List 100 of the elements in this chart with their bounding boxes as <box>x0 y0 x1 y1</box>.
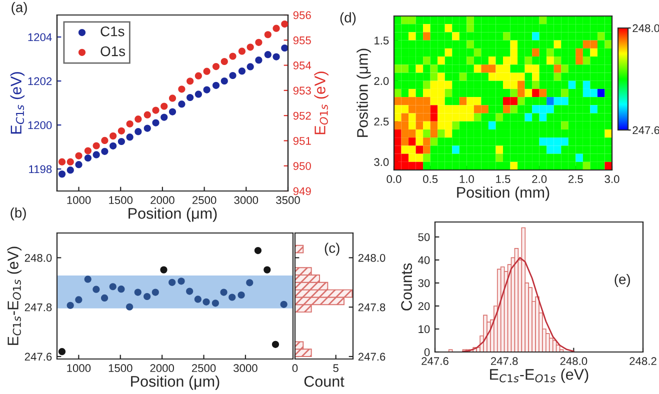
x-tick-label: 5 <box>333 364 338 372</box>
text: (d) <box>340 12 356 26</box>
point <box>212 63 220 70</box>
point <box>92 151 100 158</box>
point <box>186 94 194 102</box>
y-tick-label: 1202 <box>28 77 52 86</box>
x-tick-label: 2500 <box>192 196 216 204</box>
point <box>160 114 168 121</box>
legend-label: C1s <box>100 26 124 36</box>
x-tick-label: 248.2 <box>630 357 656 366</box>
y-axis-title: E$_{C1s}$-E$_{O1s}$ (eV) <box>7 246 22 345</box>
y-tick-label: 3.0 <box>374 158 389 166</box>
color-bar-label: 247.6 <box>632 126 659 134</box>
point <box>84 276 92 283</box>
y-tick-label: 10 <box>418 325 430 334</box>
x-axis-title: Position (μm) <box>128 208 217 222</box>
point <box>160 266 168 274</box>
y-tick-label: 1200 <box>28 121 52 130</box>
point <box>255 38 262 46</box>
point <box>126 303 134 310</box>
point <box>178 278 185 285</box>
point <box>66 158 74 166</box>
x-tick-label: 247.8 <box>490 357 518 366</box>
point <box>186 288 194 295</box>
x-tick-label: 2.0 <box>532 175 547 184</box>
point <box>118 286 125 293</box>
point <box>152 119 160 126</box>
y-tick-label: 20 <box>418 302 430 310</box>
point <box>58 170 66 178</box>
point <box>264 31 272 38</box>
y2-tick-label: 955 <box>293 36 311 44</box>
y2-tick-label: 951 <box>293 136 311 145</box>
point <box>66 302 74 309</box>
point <box>66 166 74 174</box>
y2-tick-label: 953 <box>293 86 311 95</box>
point <box>246 63 254 70</box>
y-axis-title: Counts <box>401 263 412 310</box>
x-tick-label: 3000 <box>234 364 258 372</box>
point <box>118 138 125 146</box>
point <box>84 147 92 154</box>
x-tick-label: 3000 <box>234 196 258 204</box>
point <box>110 142 117 150</box>
y2-tick-label: 949 <box>293 187 311 196</box>
point <box>144 124 151 132</box>
point <box>212 82 220 89</box>
point <box>229 52 236 60</box>
point <box>281 20 288 28</box>
point <box>168 108 176 116</box>
text: (b) <box>10 207 26 220</box>
y-tick-label: 1.5 <box>374 36 389 44</box>
y-axis-title: Position (μm) <box>356 48 371 137</box>
point <box>134 128 142 136</box>
y-axis-title: E$_{C1s}$ (eV) <box>10 72 25 134</box>
x-tick-label: 1000 <box>67 196 91 204</box>
point <box>110 132 117 140</box>
point <box>144 292 151 300</box>
point <box>254 247 262 254</box>
point <box>280 300 288 308</box>
x-tick-label: 248.0 <box>560 357 588 366</box>
y-tick-label: 2.5 <box>374 118 389 126</box>
point <box>101 148 108 155</box>
point <box>246 44 254 51</box>
point <box>203 68 210 75</box>
point <box>212 300 219 307</box>
x-tick-label: 1500 <box>108 364 132 372</box>
point <box>160 102 168 110</box>
line-series <box>462 256 574 352</box>
point <box>272 24 280 32</box>
point <box>118 127 125 134</box>
y2-tick-label: 956 <box>293 11 311 20</box>
x-tick-label: 1500 <box>109 196 133 204</box>
x-axis-title: Position (mm) <box>457 186 550 201</box>
point <box>75 296 82 304</box>
point <box>194 72 202 80</box>
point <box>202 298 210 306</box>
point <box>126 120 134 128</box>
point <box>220 58 228 66</box>
y-tick-label: 1204 <box>28 33 52 42</box>
annotation: (c) <box>324 242 340 256</box>
point <box>144 111 151 118</box>
x-tick-label: 1.0 <box>460 175 474 184</box>
y-tick-label: 248.0 <box>24 254 52 262</box>
point <box>178 86 186 93</box>
point <box>92 142 100 150</box>
y-tick-label: 40 <box>418 256 430 264</box>
point <box>152 106 160 114</box>
text: (a) <box>12 2 27 15</box>
point <box>228 294 236 301</box>
x-axis-title: Count <box>304 376 344 387</box>
x-tick-label: 0.0 <box>386 175 402 184</box>
point <box>101 136 108 144</box>
point <box>238 48 246 55</box>
y2-tick-label: 950 <box>293 162 311 170</box>
x-tick-label: 2000 <box>150 196 174 204</box>
point <box>178 100 186 108</box>
point <box>194 90 202 98</box>
point <box>134 288 142 296</box>
point <box>100 294 108 302</box>
point <box>272 53 280 60</box>
point <box>194 296 202 303</box>
